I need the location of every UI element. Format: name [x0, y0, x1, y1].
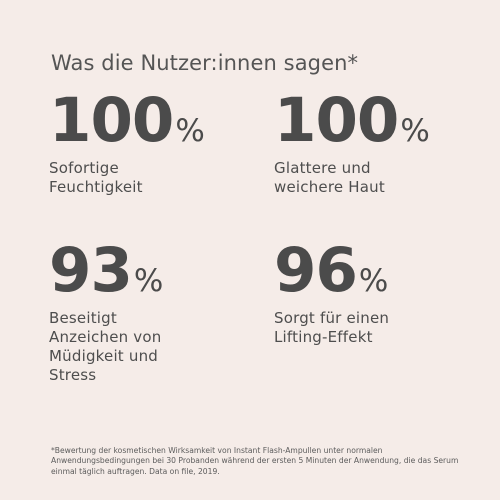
stat-value: 96: [274, 235, 358, 306]
stat-value: 93: [49, 235, 133, 306]
stat-hydration: 100 % Sofortige Feuchtigkeit: [49, 90, 205, 197]
stat-figure: 93 %: [49, 240, 163, 301]
stat-value: 100: [49, 85, 174, 156]
stat-value: 100: [274, 85, 399, 156]
stat-label: Beseitigt Anzeichen von Müdigkeit und St…: [49, 309, 162, 384]
footnote: *Bewertung der kosmetischen Wirksamkeit …: [51, 446, 459, 476]
stat-fatigue: 93 % Beseitigt Anzeichen von Müdigkeit u…: [49, 240, 163, 385]
stat-label: Glattere und weichere Haut: [274, 159, 385, 196]
stat-unit: %: [133, 263, 164, 299]
stat-figure: 100 %: [49, 90, 205, 151]
stat-label: Sorgt für einen Lifting-Effekt: [274, 309, 390, 346]
stat-unit: %: [400, 113, 430, 149]
stat-figure: 100 %: [274, 90, 430, 151]
stat-smoothness: 100 % Glattere und weichere Haut: [274, 90, 430, 197]
page-heading: Was die Nutzer:innen sagen*: [51, 51, 359, 75]
stat-unit: %: [175, 113, 205, 149]
stat-unit: %: [358, 263, 389, 299]
stat-lifting: 96 % Sorgt für einen Lifting-Effekt: [274, 240, 389, 347]
stat-figure: 96 %: [274, 240, 389, 301]
stat-label: Sofortige Feuchtigkeit: [49, 159, 143, 196]
